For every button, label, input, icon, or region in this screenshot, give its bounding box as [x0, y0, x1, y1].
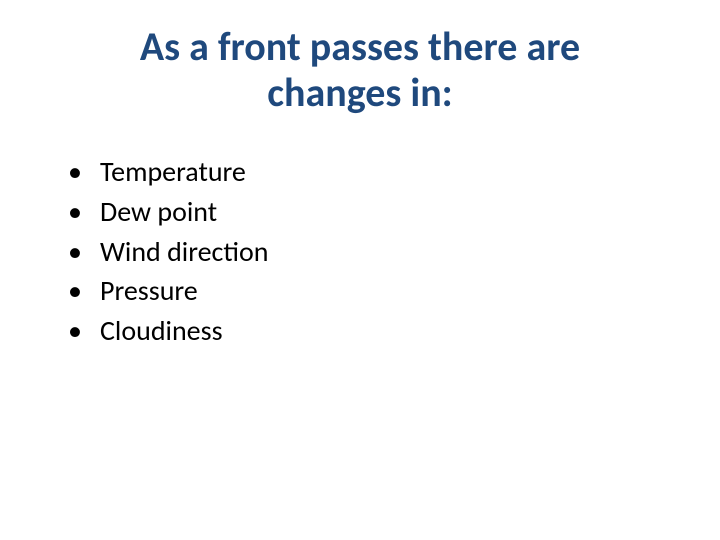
title-line-2: changes in:	[80, 70, 640, 116]
slide: As a front passes there are changes in: …	[0, 0, 720, 540]
list-item: Cloudiness	[68, 311, 680, 351]
list-item-label: Cloudiness	[100, 313, 223, 348]
slide-title: As a front passes there are changes in:	[40, 24, 680, 116]
list-item: Temperature	[68, 152, 680, 192]
list-item: Pressure	[68, 271, 680, 311]
list-item: Wind direction	[68, 232, 680, 272]
list-item-label: Pressure	[100, 273, 198, 308]
title-line-1: As a front passes there are	[80, 24, 640, 70]
list-item-label: Dew point	[100, 194, 217, 229]
list-item-label: Temperature	[100, 154, 246, 189]
list-item-label: Wind direction	[100, 234, 268, 269]
bullet-list: Temperature Dew point Wind direction Pre…	[40, 152, 680, 351]
list-item: Dew point	[68, 192, 680, 232]
